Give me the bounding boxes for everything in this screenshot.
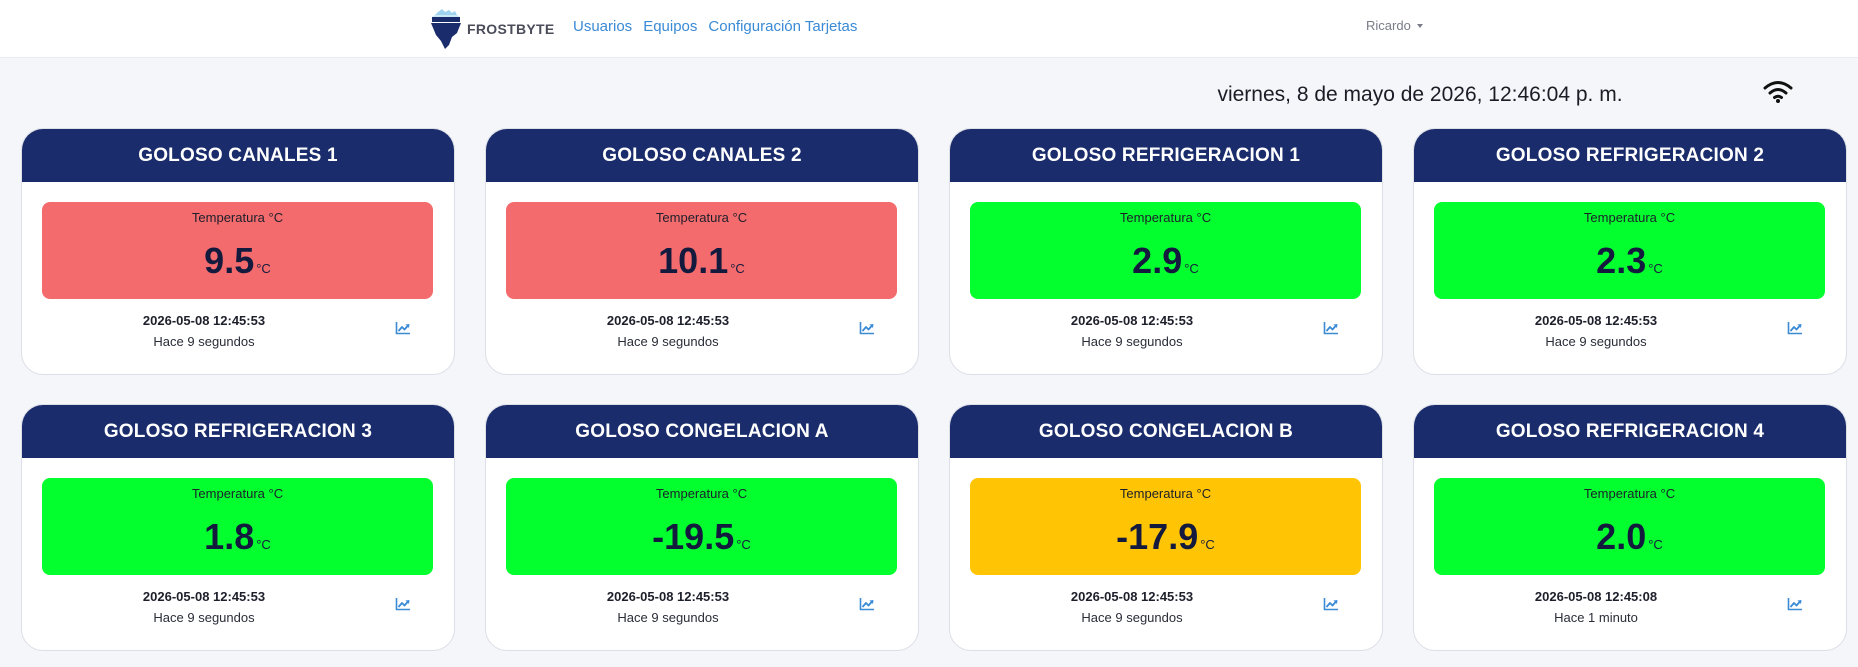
temperature-label: Temperatura °C: [1583, 210, 1676, 225]
reading-ago: Hace 9 segundos: [1081, 610, 1183, 625]
device-title: GOLOSO CANALES 1: [22, 129, 454, 182]
temperature-reading: 2.9 °C: [970, 240, 1361, 282]
temperature-value: 10.1: [658, 240, 729, 281]
temperature-reading: -19.5 °C: [506, 516, 897, 558]
chart-line-icon[interactable]: [1787, 321, 1803, 335]
temperature-unit: °C: [1184, 261, 1199, 276]
device-title: GOLOSO CONGELACION B: [950, 405, 1382, 458]
top-navbar: FROSTBYTE Usuarios Equipos Configuración…: [0, 0, 1858, 58]
nav-links: Usuarios Equipos Configuración Tarjetas: [573, 18, 857, 35]
user-menu[interactable]: Ricardo: [1366, 18, 1423, 33]
chart-line-icon[interactable]: [859, 321, 875, 335]
chart-line-icon[interactable]: [395, 597, 411, 611]
temperature-reading: -17.9 °C: [970, 516, 1361, 558]
temperature-label: Temperatura °C: [191, 210, 284, 225]
temperature-reading: 2.0 °C: [1434, 516, 1825, 558]
temperature-reading: 10.1 °C: [506, 240, 897, 282]
temperature-box: Temperatura °C -17.9 °C: [970, 478, 1361, 575]
temperature-box: Temperatura °C 1.8 °C: [42, 478, 433, 575]
temperature-box: Temperatura °C -19.5 °C: [506, 478, 897, 575]
device-card-2: GOLOSO CANALES 2 Temperatura °C 10.1 °C 2…: [485, 128, 919, 375]
device-card-4: GOLOSO REFRIGERACION 2 Temperatura °C 2.…: [1413, 128, 1847, 375]
nav-link-equipos[interactable]: Equipos: [643, 18, 698, 35]
chart-line-icon[interactable]: [395, 321, 411, 335]
device-title: GOLOSO CONGELACION A: [486, 405, 918, 458]
device-card-3: GOLOSO REFRIGERACION 1 Temperatura °C 2.…: [949, 128, 1383, 375]
nav-link-usuarios[interactable]: Usuarios: [573, 18, 633, 35]
reading-timestamp: 2026-05-08 12:45:08: [1534, 589, 1658, 604]
device-card-7: GOLOSO CONGELACION B Temperatura °C -17.…: [949, 404, 1383, 651]
brand-name: FROSTBYTE: [467, 21, 555, 37]
temperature-value: 9.5: [204, 240, 255, 281]
device-title: GOLOSO CANALES 2: [486, 129, 918, 182]
temperature-label: Temperatura °C: [655, 486, 748, 501]
temperature-value: -17.9: [1116, 516, 1199, 557]
device-card-1: GOLOSO CANALES 1 Temperatura °C 9.5 °C 20…: [21, 128, 455, 375]
temperature-box: Temperatura °C 2.0 °C: [1434, 478, 1825, 575]
temperature-label: Temperatura °C: [1119, 210, 1212, 225]
temperature-unit: °C: [730, 261, 745, 276]
iceberg-logo-icon: [431, 9, 461, 49]
reading-timestamp: 2026-05-08 12:45:53: [606, 589, 730, 604]
device-card-8: GOLOSO REFRIGERACION 4 Temperatura °C 2.…: [1413, 404, 1847, 651]
temperature-value: 1.8: [204, 516, 255, 557]
temperature-reading: 2.3 °C: [1434, 240, 1825, 282]
device-card-6: GOLOSO CONGELACION A Temperatura °C -19.…: [485, 404, 919, 651]
device-title: GOLOSO REFRIGERACION 4: [1414, 405, 1846, 458]
temperature-label: Temperatura °C: [655, 210, 748, 225]
chart-line-icon[interactable]: [1323, 321, 1339, 335]
brand[interactable]: FROSTBYTE: [430, 9, 554, 49]
device-title: GOLOSO REFRIGERACION 3: [22, 405, 454, 458]
chart-line-icon[interactable]: [1787, 597, 1803, 611]
reading-ago: Hace 9 segundos: [153, 610, 255, 625]
user-name: Ricardo: [1366, 18, 1411, 33]
temperature-unit: °C: [1200, 537, 1215, 552]
temperature-box: Temperatura °C 9.5 °C: [42, 202, 433, 299]
current-datetime: viernes, 8 de mayo de 2026, 12:46:04 p. …: [1217, 83, 1623, 106]
temperature-reading: 1.8 °C: [42, 516, 433, 558]
temperature-value: 2.3: [1596, 240, 1647, 281]
caret-down-icon: [1416, 23, 1423, 28]
reading-timestamp: 2026-05-08 12:45:53: [1534, 313, 1658, 328]
reading-timestamp: 2026-05-08 12:45:53: [606, 313, 730, 328]
device-title: GOLOSO REFRIGERACION 2: [1414, 129, 1846, 182]
reading-ago: Hace 9 segundos: [153, 334, 255, 349]
device-card-5: GOLOSO REFRIGERACION 3 Temperatura °C 1.…: [21, 404, 455, 651]
nav-link-configuracion-tarjetas[interactable]: Configuración Tarjetas: [708, 18, 858, 35]
temperature-label: Temperatura °C: [191, 486, 284, 501]
temperature-box: Temperatura °C 2.3 °C: [1434, 202, 1825, 299]
reading-ago: Hace 9 segundos: [617, 610, 719, 625]
temperature-box: Temperatura °C 10.1 °C: [506, 202, 897, 299]
device-title: GOLOSO REFRIGERACION 1: [950, 129, 1382, 182]
reading-timestamp: 2026-05-08 12:45:53: [1070, 589, 1194, 604]
temperature-label: Temperatura °C: [1583, 486, 1676, 501]
reading-timestamp: 2026-05-08 12:45:53: [1070, 313, 1194, 328]
temperature-unit: °C: [1648, 261, 1663, 276]
temperature-value: 2.0: [1596, 516, 1647, 557]
temperature-unit: °C: [256, 537, 271, 552]
reading-timestamp: 2026-05-08 12:45:53: [142, 313, 266, 328]
temperature-unit: °C: [1648, 537, 1663, 552]
temperature-unit: °C: [736, 537, 751, 552]
reading-ago: Hace 9 segundos: [1545, 334, 1647, 349]
chart-line-icon[interactable]: [1323, 597, 1339, 611]
reading-timestamp: 2026-05-08 12:45:53: [142, 589, 266, 604]
temperature-box: Temperatura °C 2.9 °C: [970, 202, 1361, 299]
temperature-value: 2.9: [1132, 240, 1183, 281]
temperature-label: Temperatura °C: [1119, 486, 1212, 501]
temperature-unit: °C: [256, 261, 271, 276]
reading-ago: Hace 9 segundos: [1081, 334, 1183, 349]
wifi-icon: [1763, 81, 1793, 103]
chart-line-icon[interactable]: [859, 597, 875, 611]
reading-ago: Hace 1 minuto: [1554, 610, 1638, 625]
temperature-value: -19.5: [652, 516, 735, 557]
temperature-reading: 9.5 °C: [42, 240, 433, 282]
reading-ago: Hace 9 segundos: [617, 334, 719, 349]
